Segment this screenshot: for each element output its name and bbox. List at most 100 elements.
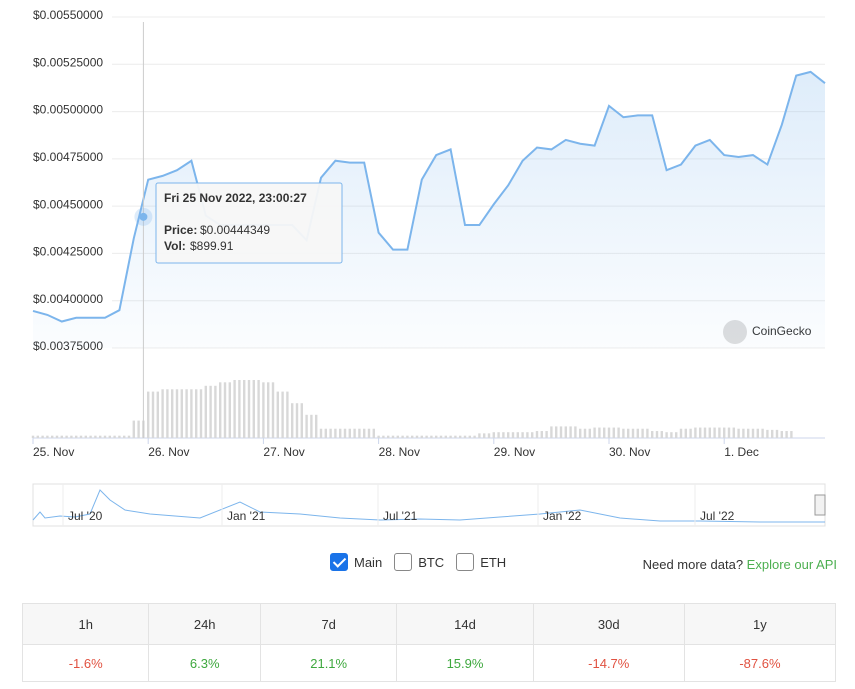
volume-bar [425,435,428,438]
volume-bar [209,385,212,438]
volume-bar [247,380,251,438]
x-tick-label: 1. Dec [724,445,759,459]
y-tick-label: $0.00425000 [33,245,103,259]
price-area [33,71,825,348]
volume-bar [166,389,169,438]
volume-bar [276,391,279,438]
volume-bar [583,428,587,438]
volume-bar [262,382,265,438]
volume-bar [103,435,107,438]
volume-bar [747,428,750,438]
volume-bar [89,435,92,438]
volume-bar [185,389,188,438]
volume-bar [79,435,83,438]
options: Main BTC ETH [330,553,506,571]
volume-bar [526,432,529,438]
option[interactable]: BTC [394,553,444,571]
volume-bar [699,427,702,438]
volume-bar [574,426,577,438]
volume-bar [454,435,457,438]
volume-bar [713,427,716,438]
volume-bar [742,428,745,438]
volume-bar [36,435,39,438]
volume-bar [497,432,500,438]
volume-bar [694,427,697,438]
volume-bar [291,403,294,438]
navigator[interactable] [32,483,826,527]
checkbox[interactable] [456,553,475,571]
volume-bar [348,428,351,438]
checkbox[interactable] [330,553,348,571]
more-data: Need more data? Explore our API [643,557,837,572]
x-tick-label: 26. Nov [148,445,189,459]
volume-bar [569,426,572,438]
volume-bar [127,435,131,438]
period-change: -1.6% [21,644,150,682]
volume-bar [771,429,774,438]
volume-bar [444,435,447,438]
volume-bar [51,435,54,438]
tooltip-box [155,182,343,264]
volume-bar [387,435,390,438]
volume-bar [339,428,342,438]
volume-bar [319,428,323,438]
volume-bar [137,420,140,438]
option[interactable]: ETH [456,553,506,571]
volume-bar [175,389,179,438]
volume-bar [545,431,548,438]
x-tick-label: 25. Nov [33,445,74,459]
volume-bar [540,431,543,438]
tooltip-price: $0.00444349 [200,223,270,237]
y-tick-label: $0.00400000 [33,292,103,306]
volume-bar [147,391,150,438]
volume-bar [761,428,764,438]
volume-bar [223,382,227,438]
navigator-label: Jan '21 [227,509,266,523]
volume-bar [358,428,361,438]
volume-bar [593,427,596,438]
volume-bar [195,389,198,438]
volume-bar [588,428,591,438]
volume-bar [459,435,462,438]
volume-bar [415,435,419,438]
volume-bar [84,435,87,438]
volume-bar [679,428,683,438]
volume-bar [670,432,673,438]
volume-bar [646,428,649,438]
volume-bar [377,435,380,438]
y-tick-label: $0.00475000 [33,150,103,164]
volume-bar [607,427,611,438]
volume-bar [468,435,471,438]
checkbox[interactable] [394,553,413,571]
volume-bar [732,427,735,438]
period-change: -14.7% [532,644,685,682]
volume-bar [612,427,615,438]
period-header: 30d [532,603,685,645]
volume-bar [550,426,553,438]
volume-bar [41,435,44,438]
option[interactable]: Main [330,553,382,571]
volume-bar [502,432,505,438]
api-link[interactable]: Explore our API [746,557,837,572]
volume-bar [151,391,155,438]
volume-bar [708,427,711,438]
volume-bar [132,420,135,438]
volume-bar [617,427,620,438]
volume-bar [190,389,193,438]
period-change: 15.9% [396,644,534,682]
volume-bar [439,435,443,438]
volume-bar [363,428,366,438]
volume-bar [267,382,270,438]
y-tick-label: $0.00525000 [33,55,103,69]
volume-bar [511,432,515,438]
volume-bar [238,380,241,438]
volume-bar [603,427,606,438]
volume-bar [718,427,721,438]
y-tick-label: $0.00450000 [33,197,103,211]
volume-bar [430,435,433,438]
navigator-handle[interactable] [814,494,826,516]
volume-bar [790,431,793,438]
navigator-label: Jul '22 [700,509,735,523]
volume-bar [535,431,539,438]
volume-bar [651,431,654,438]
